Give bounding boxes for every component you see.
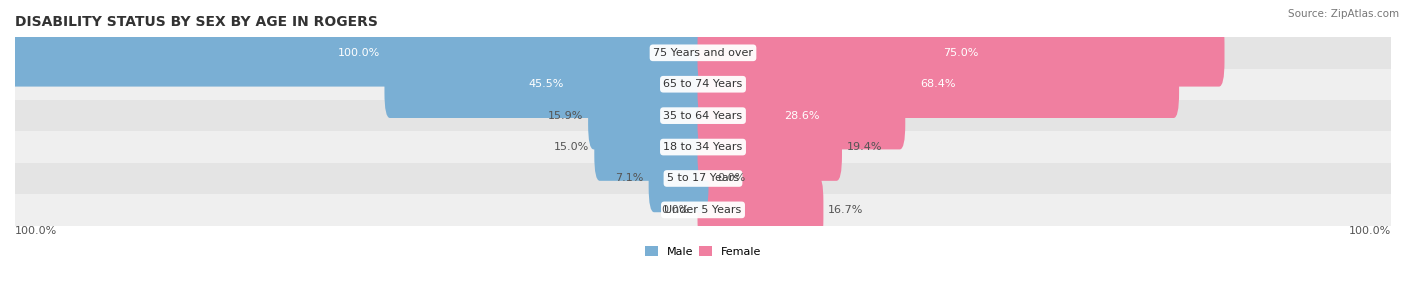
Bar: [15, 37, 1391, 69]
Text: 7.1%: 7.1%: [616, 174, 644, 184]
FancyBboxPatch shape: [697, 82, 905, 149]
Text: 0.0%: 0.0%: [717, 174, 745, 184]
FancyBboxPatch shape: [697, 19, 1225, 87]
Text: 75 Years and over: 75 Years and over: [652, 48, 754, 58]
Text: 16.7%: 16.7%: [828, 205, 863, 215]
Text: 0.0%: 0.0%: [661, 205, 689, 215]
Text: 35 to 64 Years: 35 to 64 Years: [664, 111, 742, 121]
Bar: [15, 163, 1391, 194]
FancyBboxPatch shape: [384, 50, 709, 118]
Bar: [15, 131, 1391, 163]
Legend: Male, Female: Male, Female: [640, 242, 766, 261]
Text: DISABILITY STATUS BY SEX BY AGE IN ROGERS: DISABILITY STATUS BY SEX BY AGE IN ROGER…: [15, 15, 378, 29]
Text: 5 to 17 Years: 5 to 17 Years: [666, 174, 740, 184]
Text: 19.4%: 19.4%: [846, 142, 883, 152]
Text: 28.6%: 28.6%: [783, 111, 820, 121]
Text: 65 to 74 Years: 65 to 74 Years: [664, 79, 742, 89]
Text: 75.0%: 75.0%: [943, 48, 979, 58]
FancyBboxPatch shape: [10, 19, 709, 87]
Text: Source: ZipAtlas.com: Source: ZipAtlas.com: [1288, 9, 1399, 19]
Text: 15.9%: 15.9%: [548, 111, 583, 121]
Text: 45.5%: 45.5%: [529, 79, 564, 89]
Text: 15.0%: 15.0%: [554, 142, 589, 152]
Text: Under 5 Years: Under 5 Years: [665, 205, 741, 215]
Text: 100.0%: 100.0%: [337, 48, 380, 58]
Text: 68.4%: 68.4%: [921, 79, 956, 89]
Bar: [15, 194, 1391, 226]
FancyBboxPatch shape: [697, 113, 842, 181]
Bar: [15, 69, 1391, 100]
Text: 100.0%: 100.0%: [1348, 226, 1391, 236]
FancyBboxPatch shape: [595, 113, 709, 181]
FancyBboxPatch shape: [588, 82, 709, 149]
Text: 18 to 34 Years: 18 to 34 Years: [664, 142, 742, 152]
FancyBboxPatch shape: [697, 50, 1180, 118]
Bar: [15, 100, 1391, 131]
FancyBboxPatch shape: [648, 145, 709, 212]
FancyBboxPatch shape: [697, 176, 824, 244]
Text: 100.0%: 100.0%: [15, 226, 58, 236]
